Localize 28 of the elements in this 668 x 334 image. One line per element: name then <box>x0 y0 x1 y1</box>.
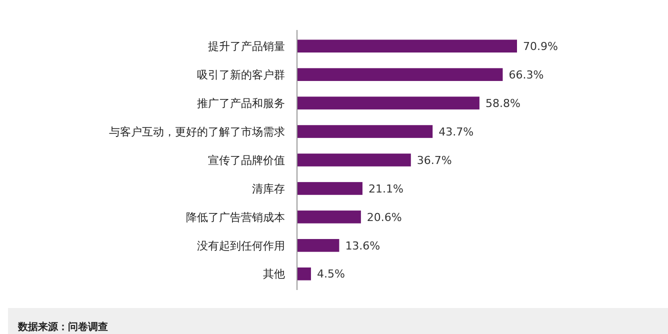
data-label: 20.6% <box>366 210 402 224</box>
y-tick-label: 推广了产品和服务 <box>197 96 285 110</box>
data-label: 4.5% <box>316 268 345 281</box>
data-label: 36.7% <box>416 154 452 167</box>
bar <box>297 154 411 166</box>
data-label: 58.8% <box>485 96 520 110</box>
bar <box>297 239 340 252</box>
y-tick-label: 宣传了品牌价值 <box>208 154 285 167</box>
bar <box>297 96 480 110</box>
source-note: 数据来源：问卷调查 <box>17 321 108 333</box>
y-tick-label: 与客户互动，更好的了解了市场需求 <box>109 125 285 138</box>
y-tick-label: 清库存 <box>252 182 285 196</box>
y-tick-label: 降低了广告营销成本 <box>186 210 285 224</box>
y-tick-label: 提升了产品销量 <box>208 40 285 53</box>
bar <box>297 267 311 280</box>
data-label: 66.3% <box>508 68 544 82</box>
data-label: 43.7% <box>438 125 474 138</box>
bar <box>297 68 503 81</box>
y-tick-label: 吸引了新的客户群 <box>197 68 285 82</box>
y-tick-label: 没有起到任何作用 <box>197 239 285 252</box>
bar <box>297 182 362 195</box>
bar <box>297 125 433 138</box>
bar <box>297 210 361 224</box>
data-label: 70.9% <box>523 40 558 53</box>
bar <box>297 40 517 53</box>
y-tick-label: 其他 <box>263 268 285 281</box>
data-label: 21.1% <box>368 182 404 196</box>
data-label: 13.6% <box>345 239 380 252</box>
